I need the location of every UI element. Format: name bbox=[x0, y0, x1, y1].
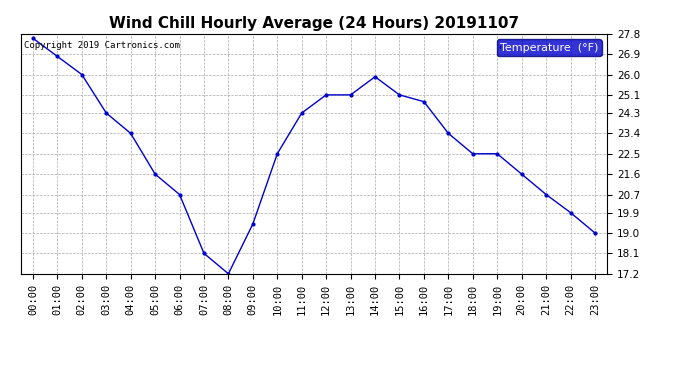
Legend: Temperature  (°F): Temperature (°F) bbox=[497, 39, 602, 56]
Title: Wind Chill Hourly Average (24 Hours) 20191107: Wind Chill Hourly Average (24 Hours) 201… bbox=[109, 16, 519, 31]
Text: Copyright 2019 Cartronics.com: Copyright 2019 Cartronics.com bbox=[23, 41, 179, 50]
